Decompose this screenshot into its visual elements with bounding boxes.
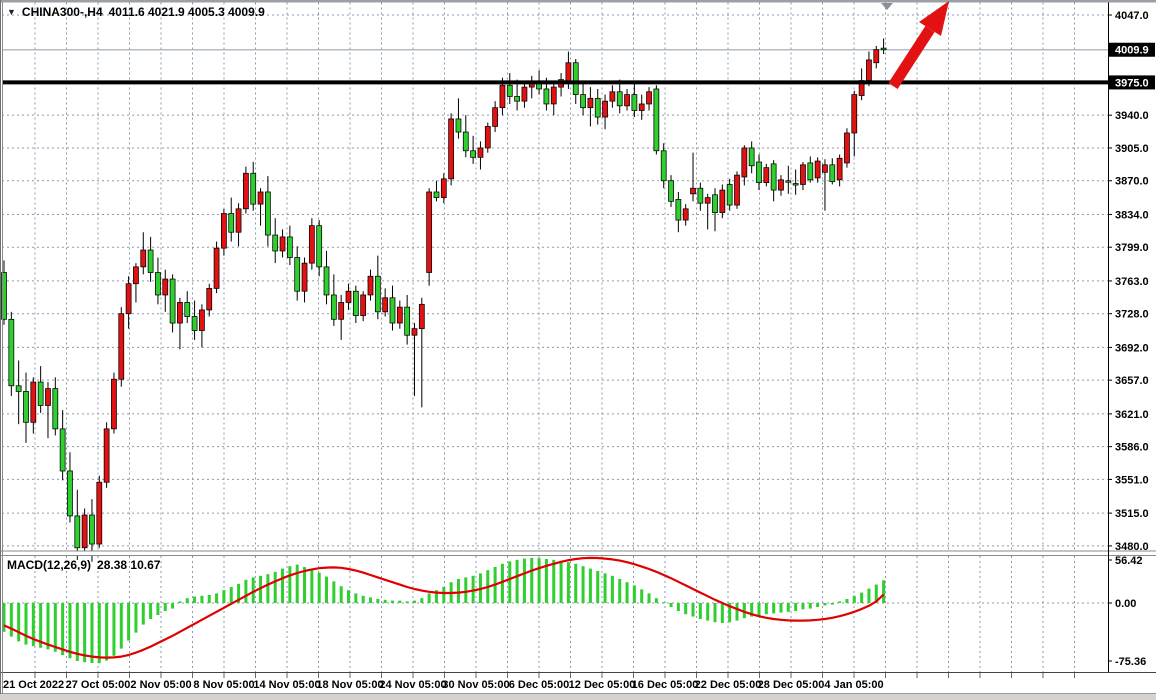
time-axis-label: 22 Dec 05:00 [695, 679, 762, 691]
time-axis-label: 14 Nov 05:00 [253, 679, 320, 691]
price-axis-label: 3621.0 [1115, 409, 1149, 421]
indicator-values: 28.38 10.67 [97, 558, 161, 572]
price-axis-label: 3728.0 [1115, 309, 1149, 321]
chart-header: ▼ CHINA300-,H4 4011.6 4021.9 4005.3 4009… [7, 5, 265, 19]
price-axis-label: 3515.0 [1115, 508, 1149, 520]
ohlc-label: 4011.6 4021.9 4005.3 4009.9 [108, 5, 265, 19]
grid [2, 2, 1108, 678]
price-axis[interactable]: 4047.0 4009.9 3975.0 3940.0 3905.0 3870.0 3834… [1108, 10, 1155, 553]
macd-axis[interactable]: 56.42 0.00 -75.36 [1108, 555, 1146, 668]
time-axis-label: 8 Nov 05:00 [193, 679, 254, 691]
price-axis-label: 3940.0 [1115, 110, 1149, 122]
macd-signal-line [3, 556, 885, 659]
time-axis-label: 30 Nov 05:00 [442, 679, 509, 691]
price-axis-label: 3905.0 [1115, 143, 1149, 155]
price-axis-label: 3480.0 [1115, 541, 1149, 553]
indicator-label: MACD(12,26,9) 28.38 10.67 [7, 558, 160, 572]
price-axis-label: 3692.0 [1115, 342, 1149, 354]
macd-axis-label: -75.36 [1115, 656, 1146, 668]
time-axis-label: 18 Nov 05:00 [316, 679, 383, 691]
time-axis-label: 6 Dec 05:00 [509, 679, 570, 691]
price-axis-label: 3834.0 [1115, 209, 1149, 221]
symbol-dropdown-icon[interactable]: ▼ [7, 7, 16, 17]
time-axis-label: 4 Jan 05:00 [824, 679, 883, 691]
price-axis-label: 4009.9 [1115, 45, 1149, 57]
trend-arrow[interactable] [888, 1, 949, 89]
macd-axis-label: 56.42 [1115, 555, 1143, 567]
time-axis-label: 2 Nov 05:00 [130, 679, 191, 691]
price-axis-label: 3657.0 [1115, 375, 1149, 387]
time-axis-label: 21 Oct 2022 [3, 679, 64, 691]
time-axis-label: 27 Oct 05:00 [66, 679, 131, 691]
price-axis-label: 3975.0 [1115, 77, 1149, 89]
time-axis-label: 24 Nov 05:00 [379, 679, 446, 691]
price-axis-label: 3551.0 [1115, 474, 1149, 486]
macd-histogram [2, 557, 886, 664]
price-axis-label: 3763.0 [1115, 276, 1149, 288]
candlestick-series[interactable] [1, 38, 887, 562]
time-axis[interactable]: 21 Oct 2022 27 Oct 05:00 2 Nov 05:00 8 Nov … [3, 679, 884, 691]
time-axis-label: 16 Dec 05:00 [632, 679, 699, 691]
indicator-name: MACD(12,26,9) [7, 558, 92, 572]
macd-axis-label: 0.00 [1115, 598, 1136, 610]
price-axis-label: 3586.0 [1115, 442, 1149, 454]
symbol-period-label: CHINA300-,H4 [21, 5, 103, 19]
price-axis-label: 3870.0 [1115, 176, 1149, 188]
shift-marker-icon [881, 3, 893, 10]
time-axis-label: 12 Dec 05:00 [569, 679, 636, 691]
time-axis-label: 28 Dec 05:00 [758, 679, 825, 691]
price-axis-label: 3799.0 [1115, 242, 1149, 254]
price-axis-label: 4047.0 [1115, 10, 1149, 22]
